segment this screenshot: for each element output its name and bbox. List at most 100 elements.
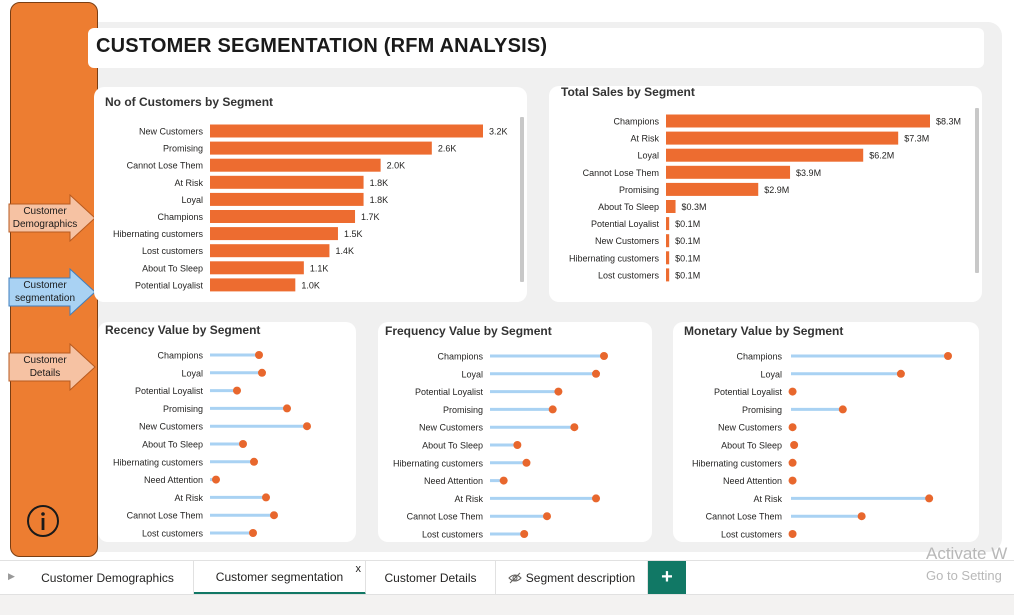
category-label: Promising bbox=[443, 405, 483, 415]
bar bbox=[210, 141, 432, 155]
lollipop-dot bbox=[592, 369, 601, 378]
category-label: Champions bbox=[157, 351, 203, 361]
bar bbox=[666, 217, 670, 231]
category-label: Need Attention bbox=[424, 476, 483, 486]
category-label: Potential Loyalist bbox=[135, 386, 204, 396]
frequency-chart: Champions Loyal Potential Loyalist Promisin… bbox=[393, 352, 608, 540]
category-label: Hibernating customers bbox=[393, 458, 484, 468]
data-label: $6.2M bbox=[869, 151, 894, 161]
info-circle-icon[interactable] bbox=[26, 504, 60, 538]
lollipop-dot bbox=[270, 511, 278, 520]
data-label: 1.8K bbox=[370, 195, 389, 205]
bar bbox=[210, 158, 381, 172]
lollipop-dot bbox=[212, 475, 220, 484]
lollipop-dot bbox=[262, 493, 270, 502]
lollipop-dot bbox=[838, 405, 847, 414]
category-label: Need Attention bbox=[144, 475, 203, 485]
data-label: $8.3M bbox=[936, 117, 961, 127]
category-label: Need Attention bbox=[723, 476, 782, 486]
category-label: At Risk bbox=[174, 493, 203, 503]
data-label: 3.2K bbox=[489, 127, 508, 137]
lollipop-dot bbox=[788, 387, 797, 396]
lollipop-dot bbox=[896, 369, 905, 378]
bar bbox=[666, 200, 676, 213]
bar bbox=[210, 210, 356, 223]
bar bbox=[666, 182, 759, 196]
tab-close-icon[interactable]: x bbox=[355, 563, 362, 575]
lollipop-dot bbox=[499, 476, 508, 485]
lollipop-dot bbox=[303, 422, 311, 431]
data-label: $0.1M bbox=[675, 253, 700, 263]
lollipop-dot bbox=[788, 530, 797, 538]
category-label: At Risk bbox=[454, 494, 483, 504]
customers-by-segment-title: No of Customers by Segment bbox=[105, 95, 274, 109]
lollipop-dot bbox=[570, 423, 579, 432]
category-label: Lost customers bbox=[721, 530, 783, 540]
recency-title: Recency Value by Segment bbox=[105, 323, 261, 337]
category-label: Potential Loyalist bbox=[591, 219, 660, 229]
nav-customer-details-button[interactable]: Customer Details bbox=[8, 343, 96, 391]
add-page-button[interactable]: + bbox=[648, 561, 686, 594]
tab-scroll-left-icon[interactable]: ▶ bbox=[8, 571, 15, 581]
data-label: $0.1M bbox=[675, 236, 700, 246]
bar bbox=[666, 165, 791, 179]
bar bbox=[210, 278, 296, 292]
lollipop-dot bbox=[788, 476, 797, 485]
category-label: Promising bbox=[163, 404, 203, 414]
sales-by-segment-chart: Champions $8.3M At Risk $7.3M Loyal $6.2M Cann… bbox=[569, 108, 979, 282]
bar bbox=[210, 175, 364, 189]
category-label: Promising bbox=[742, 405, 782, 415]
category-label: About To Sleep bbox=[598, 202, 659, 212]
category-label: Hibernating customers bbox=[113, 457, 204, 467]
lollipop-dot bbox=[548, 405, 557, 414]
lollipop-dot bbox=[600, 352, 608, 360]
lollipop-dot bbox=[554, 387, 563, 396]
nav-customer-segmentation-label: Customer segmentation bbox=[14, 280, 76, 304]
category-label: Potential Loyalist bbox=[135, 280, 204, 290]
data-label: 1.8K bbox=[370, 178, 389, 188]
tab-customer-segmentation[interactable]: Customer segmentation x bbox=[194, 561, 366, 595]
category-label: Hibernating customers bbox=[113, 229, 204, 239]
category-label: New Customers bbox=[718, 423, 783, 433]
bar bbox=[666, 251, 670, 265]
category-label: Promising bbox=[163, 144, 203, 154]
category-label: Loyal bbox=[760, 369, 782, 379]
nav-customer-demographics-button[interactable]: Customer Demographics bbox=[8, 194, 96, 242]
bar bbox=[210, 244, 330, 258]
category-label: Potential Loyalist bbox=[415, 387, 484, 397]
tab-customer-details[interactable]: Customer Details bbox=[366, 561, 496, 595]
lollipop-dot bbox=[788, 423, 797, 432]
nav-customer-demographics-label: Customer Demographics bbox=[12, 206, 78, 230]
category-label: New Customers bbox=[419, 423, 484, 433]
data-label: 1.1K bbox=[310, 263, 329, 273]
category-label: Champions bbox=[736, 352, 782, 362]
category-label: Champions bbox=[157, 212, 203, 222]
bar bbox=[666, 114, 930, 128]
data-label: 1.7K bbox=[361, 212, 380, 222]
lollipop-dot bbox=[543, 512, 551, 521]
frequency-title: Frequency Value by Segment bbox=[385, 324, 552, 338]
category-label: Promising bbox=[619, 185, 659, 195]
nav-arrow-shape bbox=[8, 268, 96, 316]
data-label: 2.0K bbox=[387, 161, 406, 171]
category-label: At Risk bbox=[174, 178, 203, 188]
lollipop-dot bbox=[250, 457, 258, 466]
bar bbox=[210, 124, 483, 138]
customers-by-segment-chart: New Customers 3.2K Promising 2.6K Cannot Los… bbox=[113, 117, 524, 292]
category-label: Champions bbox=[437, 352, 483, 362]
data-label: 1.4K bbox=[335, 246, 354, 256]
category-label: About To Sleep bbox=[142, 440, 203, 450]
lollipop-dot bbox=[255, 351, 263, 359]
tab-segment-description[interactable]: Segment description bbox=[496, 561, 648, 595]
sales-by-segment-title: Total Sales by Segment bbox=[561, 85, 695, 99]
monetary-title: Monetary Value by Segment bbox=[684, 324, 844, 338]
data-label: 1.5K bbox=[344, 229, 363, 239]
category-label: At Risk bbox=[630, 134, 659, 144]
bar bbox=[210, 261, 304, 275]
nav-customer-segmentation-button[interactable]: Customer segmentation bbox=[8, 268, 96, 316]
category-label: Cannot Lose Them bbox=[583, 168, 659, 178]
category-label: Lost customers bbox=[142, 246, 204, 256]
tab-customer-demographics[interactable]: Customer Demographics bbox=[22, 561, 194, 595]
bar bbox=[666, 148, 864, 162]
category-label: About To Sleep bbox=[721, 441, 782, 451]
